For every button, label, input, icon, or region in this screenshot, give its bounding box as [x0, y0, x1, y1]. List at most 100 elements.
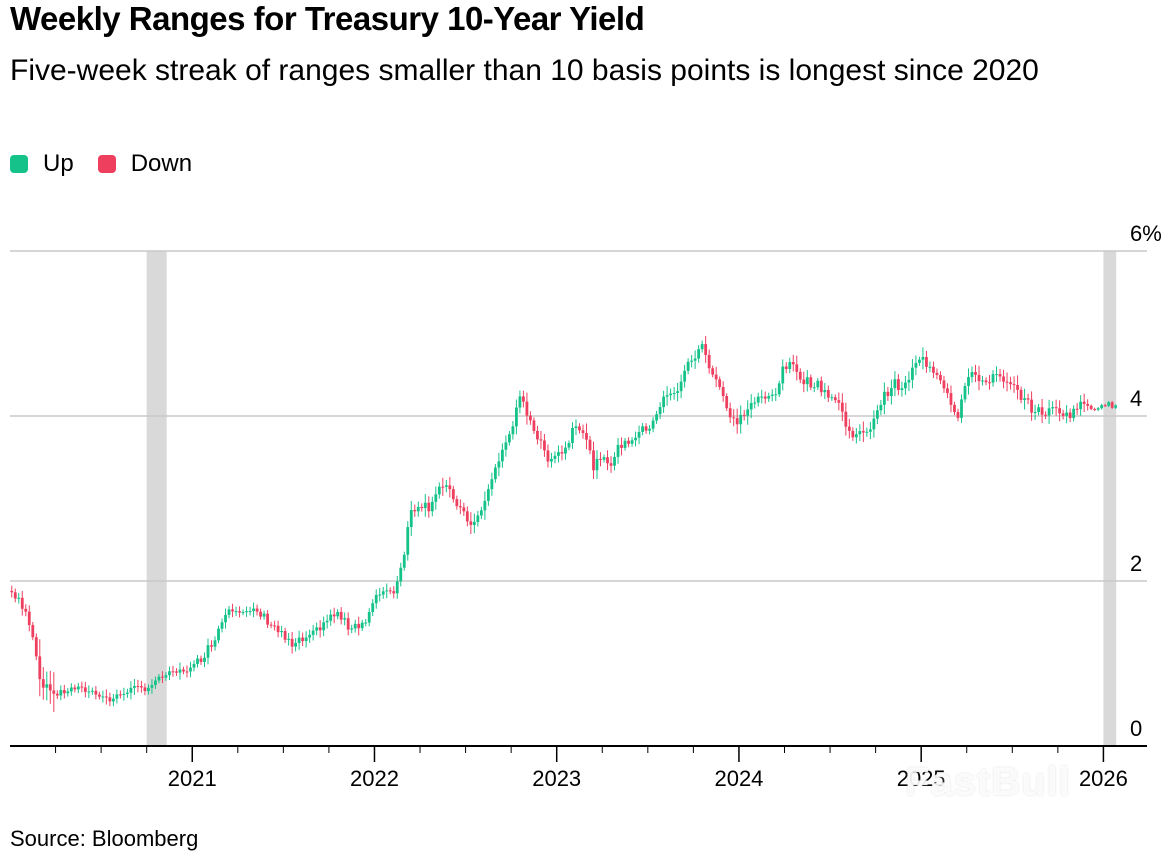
candle-body-up: [90, 690, 94, 692]
candle-body-down: [108, 697, 112, 702]
candle-body-down: [182, 669, 185, 672]
candle-body-down: [644, 426, 648, 431]
candle-body-up: [248, 611, 252, 613]
legend-swatch-up: [10, 155, 28, 173]
candle-body-down: [819, 380, 823, 393]
candle-body-down: [522, 396, 525, 402]
candle-body-up: [567, 443, 571, 448]
x-tick-label: 2025: [897, 766, 946, 791]
candle-body-up: [399, 567, 403, 582]
candle-body-up: [126, 692, 129, 694]
candle-body-up: [690, 360, 694, 362]
x-tick-label: 2021: [168, 766, 217, 791]
candle-body-down: [735, 418, 739, 425]
candle-body-up: [571, 428, 574, 444]
candle-body-up: [995, 374, 998, 376]
candle-body-down: [143, 687, 147, 692]
candle-body-up: [665, 395, 669, 397]
legend-item-down: Down: [97, 150, 192, 178]
candle-body-up: [648, 428, 651, 431]
candle-body-up: [812, 387, 816, 389]
candle-body-up: [280, 631, 284, 633]
candle-body-up: [756, 396, 760, 403]
candle-body-up: [416, 506, 420, 512]
candle-body-up: [430, 501, 434, 512]
candle-body-down: [886, 391, 890, 397]
candle-body-up: [1065, 412, 1069, 416]
candle-body-up: [991, 374, 995, 383]
candle-body-down: [458, 506, 462, 508]
legend: Up Down: [10, 150, 216, 178]
candle-body-up: [623, 440, 627, 448]
candle-body-up: [511, 426, 515, 435]
candle-body-up: [805, 377, 809, 385]
candle-body-down: [448, 485, 452, 490]
candle-body-up: [227, 609, 231, 615]
candle-body-down: [10, 590, 14, 593]
candle-body-down: [259, 611, 262, 617]
candle-body-down: [946, 388, 949, 394]
candle-body-down: [844, 411, 848, 427]
candle-body-down: [413, 510, 417, 512]
candle-body-down: [171, 671, 175, 673]
candle-body-down: [55, 693, 59, 696]
candle-body-down: [939, 374, 942, 381]
candle-body-up: [329, 614, 333, 621]
candle-body-up: [287, 638, 291, 640]
candle-body-down: [1016, 385, 1019, 390]
candle-body-up: [602, 457, 606, 460]
candle-body-up: [981, 380, 984, 382]
candle-body-up: [423, 502, 427, 509]
candle-body-up: [1051, 407, 1055, 409]
candle-body-up: [500, 449, 504, 462]
candle-body-down: [847, 426, 851, 431]
candle-body-up: [553, 455, 557, 459]
candle-body-up: [315, 627, 319, 631]
candle-body-down: [462, 507, 466, 512]
candle-body-down: [52, 690, 56, 694]
watermark-logo: FastBull: [905, 760, 1071, 804]
candle-body-up: [483, 500, 487, 511]
candle-body-down: [290, 638, 294, 647]
candle-body-up: [224, 614, 227, 623]
candle-body-up: [87, 691, 91, 693]
candle-body-up: [749, 403, 753, 410]
candle-body-down: [581, 430, 585, 434]
candle-body-up: [879, 404, 883, 411]
candle-body-down: [231, 609, 234, 612]
candle-body-down: [592, 450, 595, 471]
candle-body-down: [560, 452, 564, 454]
candle-body-down: [942, 380, 946, 389]
candle-body-up: [672, 392, 676, 394]
candle-body-up: [59, 690, 63, 696]
candle-body-down: [238, 611, 241, 613]
candle-body-down: [532, 420, 536, 431]
candle-body-up: [444, 485, 448, 487]
candle-body-up: [168, 671, 171, 676]
candle-body-up: [918, 359, 921, 363]
candle-body-down: [802, 379, 806, 385]
candle-body-up: [669, 393, 673, 396]
candle-body-down: [588, 439, 592, 451]
candle-body-down: [73, 687, 77, 690]
candle-body-up: [493, 467, 497, 480]
candle-body-up: [676, 391, 680, 393]
candle-body-down: [1005, 381, 1009, 383]
candle-body-up: [613, 456, 616, 466]
candle-body-up: [858, 431, 862, 435]
candle-body-down: [721, 387, 725, 397]
candle-body-down: [732, 417, 736, 419]
candle-body-down: [420, 506, 424, 509]
candle-body-down: [1082, 401, 1086, 404]
candle-body-up: [875, 410, 879, 419]
gridlines: [10, 250, 1147, 582]
candle-body-up: [854, 434, 858, 438]
candle-body-up: [662, 396, 665, 408]
candle-body-up: [914, 362, 918, 368]
candle-body-down: [718, 379, 722, 388]
candle-body-down: [455, 499, 459, 507]
candle-body-up: [371, 603, 375, 612]
candle-body-down: [840, 402, 844, 412]
candle-body-down: [795, 364, 799, 372]
candle-body-up: [69, 687, 73, 692]
